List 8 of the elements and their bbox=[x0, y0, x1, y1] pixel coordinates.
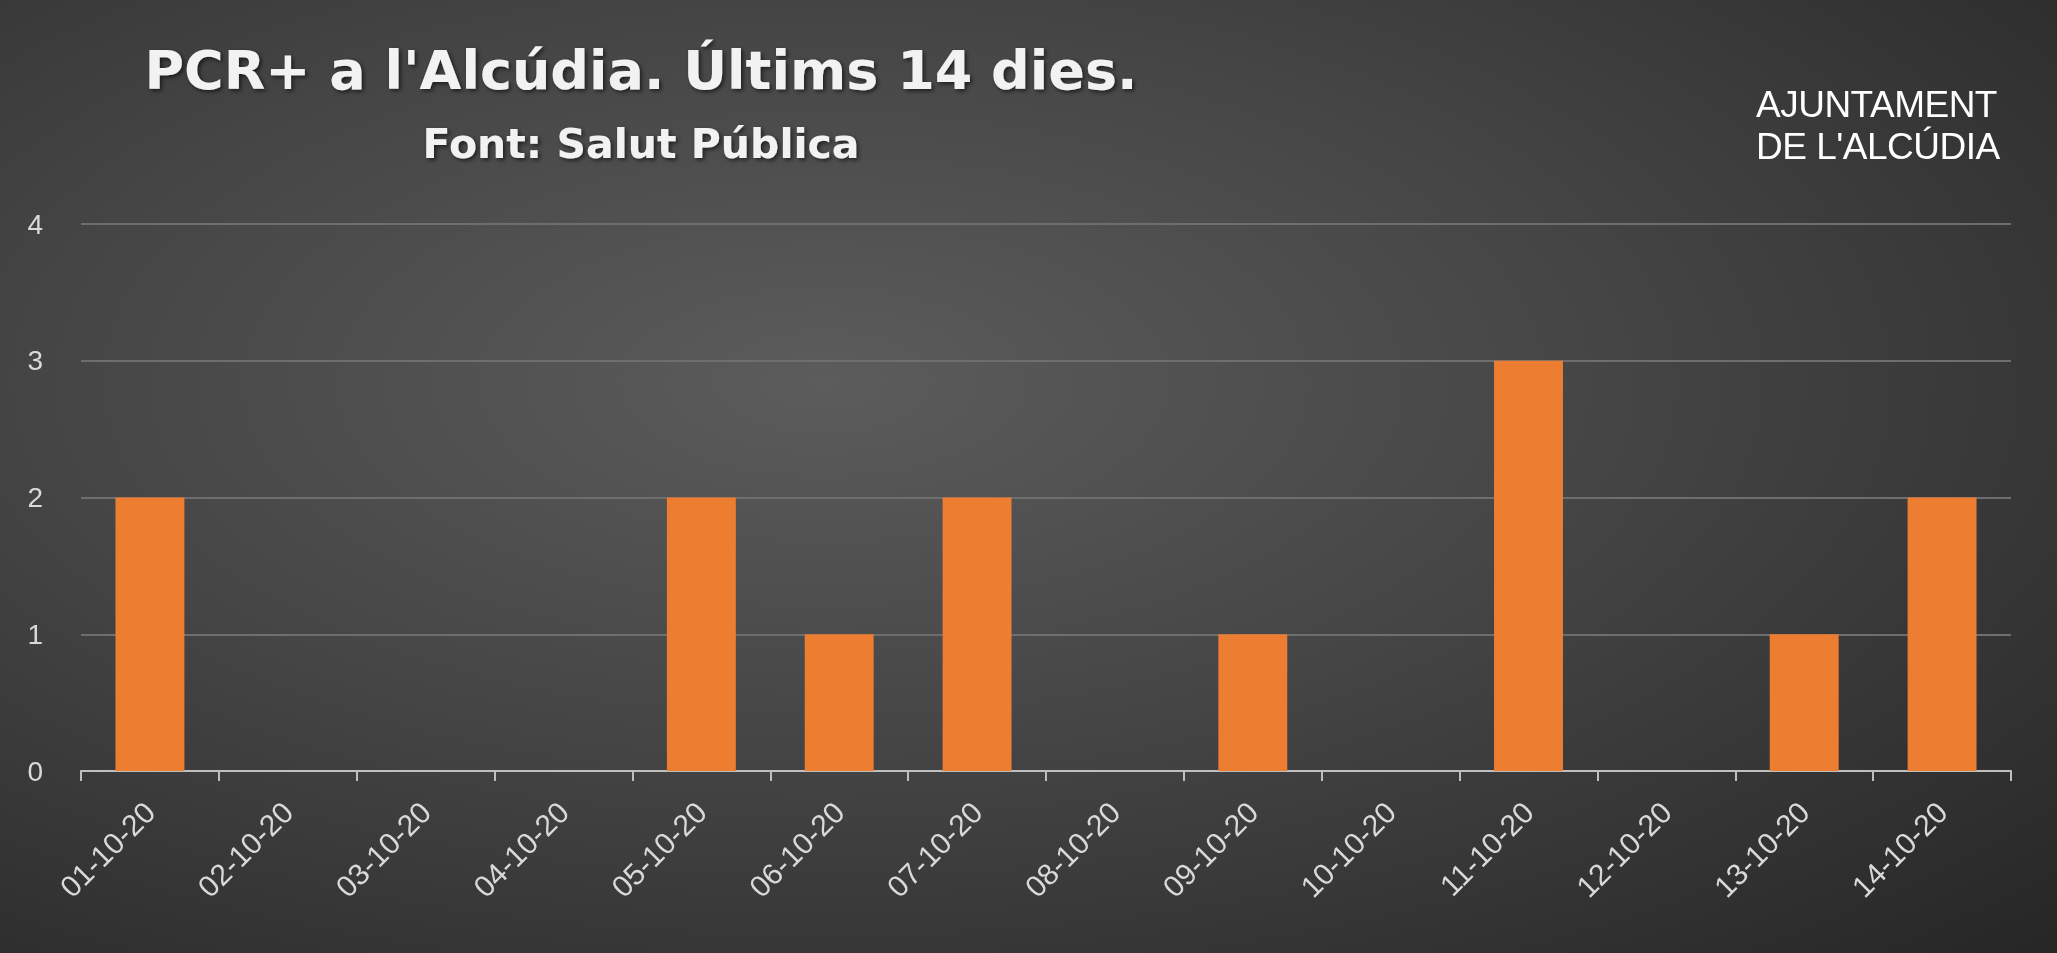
y-tick-label: 2 bbox=[27, 482, 43, 513]
y-tick-label: 3 bbox=[27, 345, 43, 377]
y-tick-label: 0 bbox=[27, 755, 43, 787]
y-tick-label: 1 bbox=[27, 618, 43, 650]
chart-title: PCR+ a l'Alcúdia. Últims 14 dies. bbox=[144, 38, 1138, 102]
y-tick-label: 4 bbox=[27, 208, 43, 240]
chart-subtitle: Font: Salut Pública bbox=[422, 119, 860, 168]
text: AJUNTAMENT DE L'ALCÚDIA bbox=[1756, 84, 2001, 168]
